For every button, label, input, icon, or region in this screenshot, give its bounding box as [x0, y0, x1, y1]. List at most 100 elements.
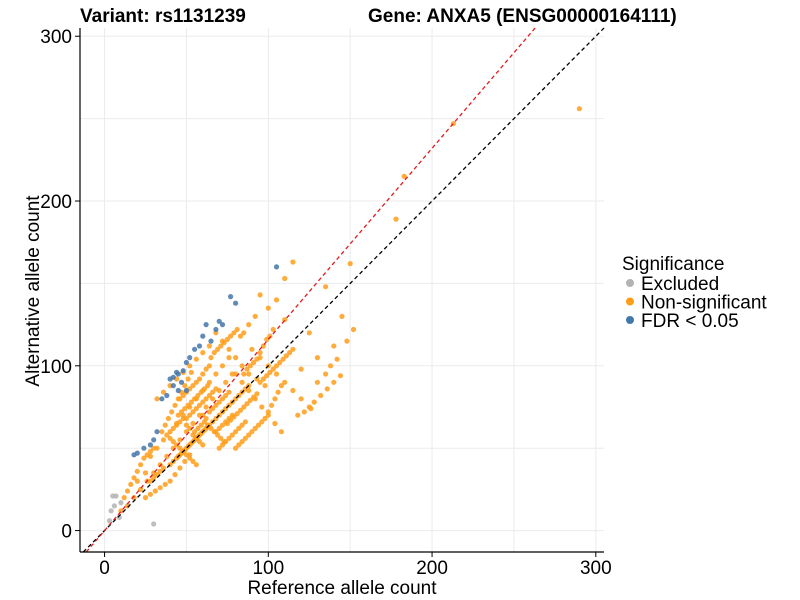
- point-non-significant: [262, 383, 268, 389]
- point-non-significant: [170, 439, 176, 445]
- point-non-significant: [177, 465, 183, 471]
- point-non-significant: [144, 452, 150, 458]
- point-non-significant: [401, 173, 407, 179]
- point-non-significant: [175, 412, 181, 418]
- point-non-significant: [239, 379, 245, 385]
- point-non-significant: [213, 371, 219, 377]
- point-non-significant: [331, 379, 337, 385]
- point-non-significant: [138, 486, 144, 492]
- point-non-significant: [160, 389, 167, 395]
- point-fdr-0-05: [233, 300, 239, 306]
- point-fdr-0-05: [200, 333, 206, 339]
- point-non-significant: [260, 376, 266, 382]
- point-non-significant: [255, 422, 262, 428]
- point-non-significant: [246, 322, 252, 328]
- point-fdr-0-05: [273, 264, 280, 270]
- point-non-significant: [165, 415, 171, 422]
- point-non-significant: [190, 458, 196, 464]
- point-non-significant: [223, 379, 229, 385]
- point-non-significant: [147, 491, 153, 497]
- point-non-significant: [270, 326, 276, 333]
- x-tick-label: 300: [580, 558, 612, 579]
- point-non-significant: [247, 397, 253, 403]
- point-non-significant: [233, 429, 239, 435]
- axes: 0 100 200 300 0 100 200 300: [40, 27, 611, 579]
- point-non-significant: [226, 415, 232, 422]
- point-non-significant: [273, 371, 280, 377]
- point-non-significant: [237, 407, 244, 413]
- legend-label-non-significant: Non-significant: [641, 293, 767, 314]
- point-non-significant: [257, 379, 263, 385]
- point-non-significant: [223, 419, 229, 425]
- point-non-significant: [160, 437, 167, 443]
- point-non-significant: [314, 379, 320, 385]
- point-non-significant: [216, 445, 222, 451]
- point-non-significant: [213, 402, 219, 408]
- point-excluded: [106, 518, 113, 524]
- point-non-significant: [206, 392, 212, 399]
- point-non-significant: [264, 373, 270, 379]
- point-non-significant: [229, 412, 235, 418]
- point-non-significant: [172, 402, 178, 408]
- point-non-significant: [272, 396, 278, 402]
- grid: [80, 28, 604, 552]
- point-non-significant: [200, 371, 206, 377]
- point-non-significant: [265, 305, 271, 311]
- point-non-significant: [251, 359, 257, 366]
- point-fdr-0-05: [183, 387, 189, 394]
- point-non-significant: [244, 401, 250, 407]
- point-non-significant: [249, 346, 255, 352]
- point-non-significant: [205, 383, 211, 389]
- point-non-significant: [236, 425, 242, 431]
- x-axis-title: Reference allele count: [247, 578, 437, 599]
- reference-line-fit: [85, 27, 536, 553]
- point-non-significant: [324, 386, 330, 392]
- point-non-significant: [280, 356, 286, 362]
- point-non-significant: [311, 399, 317, 405]
- point-non-significant: [219, 396, 226, 402]
- point-fdr-0-05: [159, 396, 165, 402]
- point-non-significant: [169, 409, 175, 415]
- point-non-significant: [278, 383, 284, 389]
- point-non-significant: [323, 371, 329, 377]
- legend-label-fdr-0-05: FDR < 0.05: [641, 311, 739, 332]
- point-non-significant: [196, 439, 203, 445]
- point-non-significant: [270, 366, 276, 372]
- point-non-significant: [283, 353, 289, 359]
- point-non-significant: [264, 336, 270, 342]
- point-non-significant: [226, 346, 232, 352]
- point-non-significant: [241, 330, 247, 336]
- point-non-significant: [151, 475, 157, 481]
- point-excluded: [118, 500, 124, 506]
- point-non-significant: [278, 429, 284, 435]
- point-non-significant: [152, 488, 158, 494]
- point-non-significant: [200, 399, 206, 405]
- point-non-significant: [298, 396, 304, 402]
- point-non-significant: [219, 422, 226, 428]
- point-non-significant: [201, 419, 207, 425]
- point-non-significant: [262, 415, 268, 422]
- point-non-significant: [344, 338, 350, 344]
- point-non-significant: [138, 462, 144, 468]
- point-non-significant: [192, 396, 198, 402]
- y-tick-label: 200: [40, 192, 72, 213]
- point-non-significant: [198, 422, 204, 428]
- point-non-significant: [236, 442, 242, 448]
- point-non-significant: [177, 419, 183, 425]
- point-fdr-0-05: [174, 369, 180, 375]
- chart-title-right: Gene: ANXA5 (ENSG00000164111): [368, 6, 677, 27]
- point-non-significant: [269, 402, 275, 408]
- point-non-significant: [182, 383, 188, 389]
- point-non-significant: [308, 406, 314, 412]
- point-non-significant: [239, 363, 245, 369]
- point-fdr-0-05: [208, 338, 214, 344]
- legend-swatch-excluded: [626, 279, 634, 287]
- point-non-significant: [241, 371, 247, 377]
- point-non-significant: [206, 343, 212, 349]
- point-non-significant: [226, 389, 232, 395]
- point-non-significant: [247, 363, 253, 369]
- point-non-significant: [254, 391, 260, 397]
- point-non-significant: [193, 379, 199, 385]
- point-non-significant: [226, 435, 232, 441]
- point-non-significant: [277, 359, 283, 366]
